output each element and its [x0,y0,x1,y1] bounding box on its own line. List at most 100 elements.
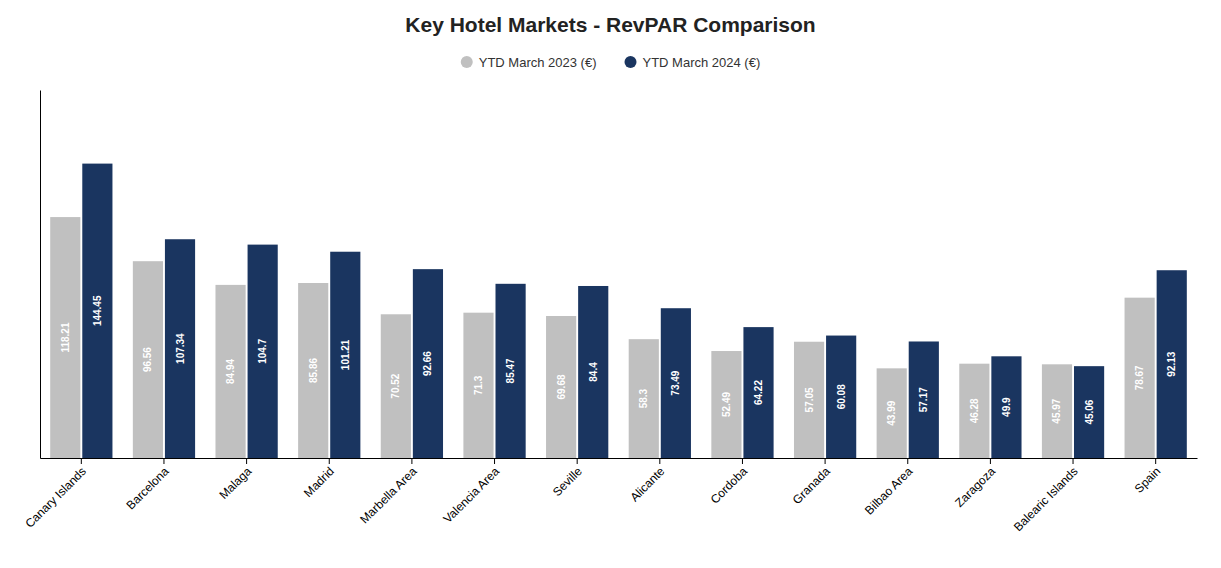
x-tick: Granada [790,458,833,507]
x-tick-label: Granada [790,464,833,507]
data-label: 73.49 [670,370,681,395]
x-tick: Cordoba [708,458,751,507]
bar [298,283,328,458]
x-tick-mark [742,458,743,464]
x-tick-mark [163,458,164,464]
x-tick-mark [659,458,660,464]
x-tick-label: Malaga [217,464,255,502]
x-tick: Alicante [627,458,667,504]
bar [248,245,278,458]
bar [661,308,691,458]
x-tick-mark [825,458,826,464]
x-tick: Barcelona [123,458,171,512]
data-label: 107.34 [175,333,186,364]
bar [711,351,741,458]
series [82,164,1187,458]
data-label: 57.05 [804,387,815,412]
bar [743,327,773,458]
data-label: 46.28 [969,398,980,423]
bar [826,336,856,458]
x-tick-label: Balearic Islands [1011,464,1081,534]
bar [909,341,939,458]
data-labels: 118.2196.5684.9485.8670.5271.369.6858.35… [60,295,1177,426]
bar [381,314,411,458]
bar [82,164,112,458]
y-axis-line [40,91,41,459]
x-tick-mark [1155,458,1156,464]
x-tick: Malaga [217,458,255,502]
x-tick-mark [411,458,412,464]
data-label: 92.13 [1166,351,1177,376]
bar [165,239,195,458]
x-tick: Seville [550,458,585,499]
bar [794,342,824,458]
x-tick-mark [81,458,82,464]
x-tick-mark [329,458,330,464]
bar [215,285,245,458]
legend-label: YTD March 2023 (€) [479,55,597,70]
legend-marker [625,56,637,68]
bar [578,286,608,458]
data-label: 96.56 [142,347,153,372]
data-label: 43.99 [886,400,897,425]
x-tick-label: Spain [1132,464,1164,496]
bar [1125,298,1155,458]
x-tick: Balearic Islands [1011,458,1081,534]
plot: 118.2196.5684.9485.8670.5271.369.6858.35… [22,91,1197,535]
data-label: 101.21 [340,339,351,370]
legend-label: YTD March 2024 (€) [643,55,761,70]
x-tick-label: Barcelona [123,464,171,512]
bar [1074,366,1104,458]
x-tick-mark [1073,458,1074,464]
data-label: 69.68 [556,374,567,399]
data-label: 45.06 [1084,399,1095,424]
x-tick-mark [577,458,578,464]
bars [50,164,1187,458]
data-label: 104.7 [257,338,268,363]
x-tick-label: Madrid [301,464,337,500]
data-label: 52.49 [721,392,732,417]
x-tick-mark [990,458,991,464]
bar [959,364,989,458]
data-label: 70.52 [390,373,401,398]
bar [877,368,907,458]
data-label: 85.86 [308,358,319,383]
x-tick: Canary Islands [22,458,89,531]
bar [629,339,659,458]
bar [1042,364,1072,458]
series [50,217,1155,458]
bar [133,261,163,458]
x-tick-label: Bilbao Area [862,464,916,518]
x-tick-label: Alicante [627,464,667,504]
data-label: 64.22 [753,380,764,405]
x-tick-mark [246,458,247,464]
data-label: 49.9 [1001,397,1012,417]
data-label: 60.08 [836,384,847,409]
x-tick: Bilbao Area [862,458,916,518]
bar [1157,270,1187,458]
bar [991,356,1021,458]
y-axis [40,91,41,459]
data-label: 84.94 [225,358,236,383]
data-label: 71.3 [473,375,484,395]
legend-item: YTD March 2023 (€) [461,55,597,70]
data-label: 85.47 [505,358,516,383]
title: Key Hotel Markets - RevPAR Comparison [405,13,815,36]
bar [50,217,80,458]
chart: 118.2196.5684.9485.8670.5271.369.6858.35… [0,0,1221,568]
legend-marker [461,56,473,68]
x-tick-mark [494,458,495,464]
x-tick: Madrid [301,458,337,500]
x-tick-label: Valencia Area [441,464,503,526]
x-tick: Marbella Area [357,458,419,526]
legend: YTD March 2023 (€) YTD March 2024 (€) [461,55,761,70]
data-label: 45.97 [1051,398,1062,423]
bar [495,284,525,458]
data-label: 84.4 [588,362,599,382]
data-label: 78.67 [1134,365,1145,390]
x-tick-label: Seville [550,464,585,499]
bar [330,252,360,458]
x-tick-label: Zaragoza [952,464,998,510]
x-tick-label: Marbella Area [357,464,419,526]
x-tick-mark [907,458,908,464]
